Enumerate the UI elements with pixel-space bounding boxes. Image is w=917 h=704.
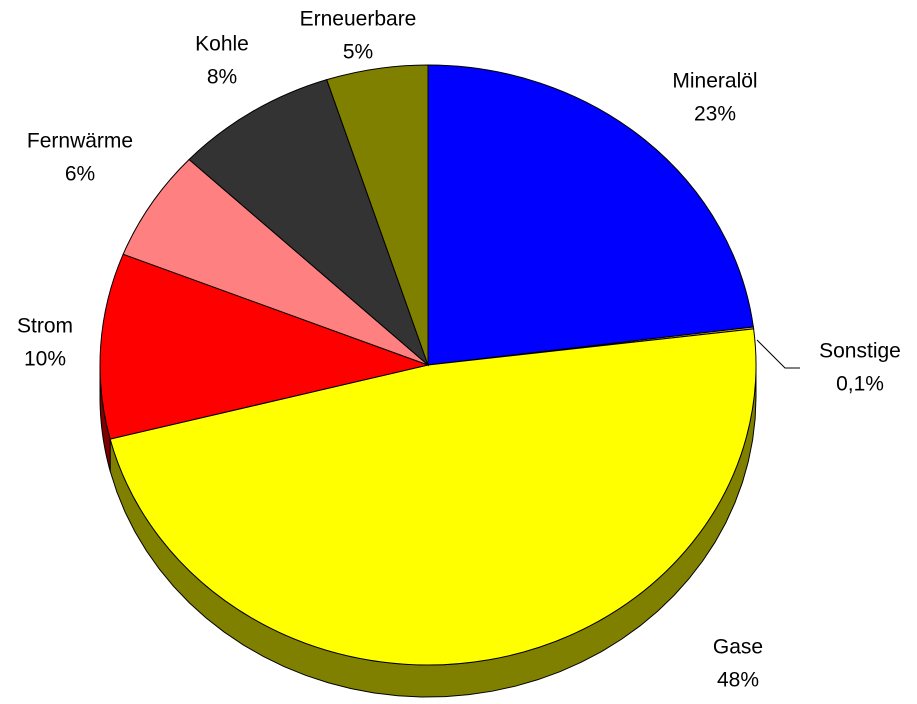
value-label: 8% <box>207 66 237 89</box>
slice-label: Mineralöl <box>672 70 757 93</box>
slice-label: Erneuerbare <box>300 8 417 31</box>
value-label: 10% <box>24 348 66 371</box>
slice-label: Fernwärme <box>27 130 133 153</box>
pie-slice <box>122 158 429 366</box>
slice-label: Strom <box>17 315 73 338</box>
value-label: 6% <box>65 163 95 186</box>
pie-slice <box>99 253 430 440</box>
leader-line <box>756 339 800 369</box>
slice-label: Gase <box>713 636 763 659</box>
value-label: 48% <box>717 669 759 692</box>
value-label: 0,1% <box>836 373 884 396</box>
slice-label: Kohle <box>195 33 249 56</box>
pie-slice <box>109 328 757 666</box>
pie-slice <box>326 64 429 366</box>
value-label: 23% <box>694 103 736 126</box>
pie-slice <box>427 64 754 366</box>
value-label: 5% <box>343 41 373 64</box>
slice-label: Sonstige <box>819 340 901 363</box>
pie-slice <box>188 79 430 367</box>
